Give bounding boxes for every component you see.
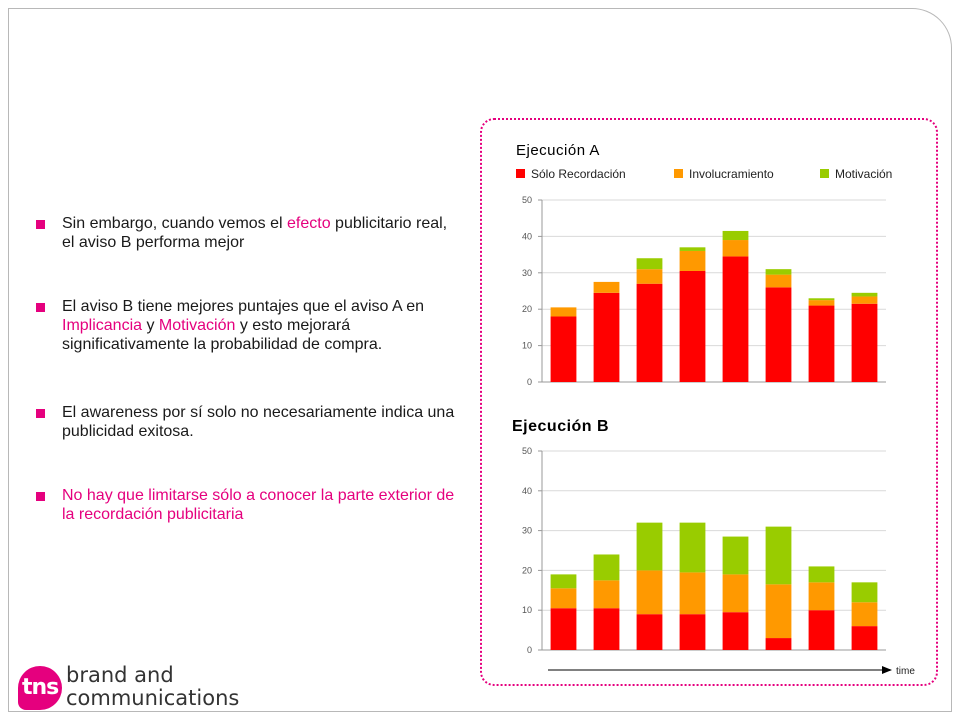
chart-a-bar-involucramiento — [808, 300, 835, 306]
charts-panel: Ejecución A 0 10 20 30 40 50 Sólo Recordación In… — [480, 118, 938, 686]
chart-a-bar-motivacion — [636, 258, 663, 270]
chart-a-bar-involucramiento — [550, 307, 577, 317]
text-run: publicitario real, el aviso B performa m… — [62, 215, 448, 251]
chart-a-bar-involucramiento — [679, 250, 706, 271]
chart-a-bar-recordacion — [808, 305, 835, 382]
chart-b-bar-involucramiento — [679, 572, 706, 615]
chart-b-title: Ejecución B — [512, 418, 609, 435]
bullet-item: El aviso B tiene mejores puntajes que el… — [36, 297, 456, 354]
chart-b-bar-recordacion — [636, 614, 663, 650]
chart-a-bar-recordacion — [722, 256, 749, 382]
chart-a-bar-motivacion — [765, 269, 792, 275]
text-run: Sin embargo, cuando vemos el — [62, 215, 288, 232]
time-label: time — [896, 666, 915, 677]
chart-b-bar-involucramiento — [550, 588, 577, 609]
chart-b-bar-involucramiento — [808, 582, 835, 611]
bullet-square-icon — [36, 220, 45, 229]
bullet-text: El aviso B tiene mejores puntajes que el… — [62, 298, 424, 353]
chart-a-title: Ejecución A — [516, 142, 600, 159]
chart-a-bar-motivacion — [851, 292, 878, 297]
chart-b-bar-recordacion — [765, 638, 792, 650]
chart-b-bar-recordacion — [593, 608, 620, 650]
chart-a-y-tick-label: 20 — [522, 304, 532, 314]
chart-a-bar-recordacion — [636, 283, 663, 382]
bullet-text: Sin embargo, cuando vemos el efecto publ… — [62, 215, 447, 251]
chart-b-y-tick-label: 50 — [522, 446, 532, 456]
chart-b-bar-motivacion — [722, 536, 749, 575]
logo-line-2: communications — [66, 686, 240, 710]
text-run: No hay que limitarse sólo a conocer la p… — [62, 487, 455, 523]
chart-b-y-tick-label: 10 — [522, 605, 532, 615]
chart-b-bar-recordacion — [722, 612, 749, 650]
bullet-text: El awareness por sí solo no necesariamen… — [62, 404, 454, 440]
chart-a-bar-motivacion — [722, 230, 749, 241]
chart-a-bar-recordacion — [593, 292, 620, 382]
highlight-text: efecto — [287, 215, 331, 232]
chart-b-bar-motivacion — [808, 566, 835, 583]
chart-a-legend-label: Involucramiento — [689, 167, 774, 181]
chart-a-bar-motivacion — [679, 247, 706, 251]
chart-b-y-tick-label: 20 — [522, 565, 532, 575]
chart-a-legend-swatch — [674, 169, 683, 178]
chart-b-bar-recordacion — [679, 614, 706, 650]
chart-b-bar-recordacion — [550, 608, 577, 650]
chart-a-y-tick-label: 0 — [527, 377, 532, 387]
chart-a-legend-label: Motivación — [835, 167, 892, 181]
time-arrow-head-icon — [882, 666, 892, 674]
text-run: El awareness por sí solo no necesariamen… — [62, 404, 455, 440]
tns-logo-text: brand and communications — [66, 664, 239, 710]
chart-b-bar-recordacion — [851, 626, 878, 650]
chart-a-bar-involucramiento — [722, 240, 749, 257]
chart-b-bar-involucramiento — [765, 584, 792, 639]
bullet-item: No hay que limitarse sólo a conocer la p… — [36, 486, 456, 524]
chart-b-bar-recordacion — [808, 610, 835, 650]
chart-a-bar-involucramiento — [765, 274, 792, 288]
chart-b-bar-motivacion — [636, 522, 663, 571]
chart-a-bar-recordacion — [679, 270, 706, 382]
slide-frame — [8, 8, 952, 712]
chart-a-legend-label: Sólo Recordación — [531, 167, 626, 181]
chart-b-y-tick-label: 0 — [527, 645, 532, 655]
bullet-item: El awareness por sí solo no necesariamen… — [36, 403, 456, 441]
chart-a-bar-recordacion — [851, 303, 878, 382]
chart-b-bar-motivacion — [679, 522, 706, 573]
chart-a-y-tick-label: 10 — [522, 341, 532, 351]
bullet-text: No hay que limitarse sólo a conocer la p… — [62, 487, 454, 523]
chart-a-y-tick-label: 30 — [522, 268, 532, 278]
chart-a-bar-recordacion — [765, 287, 792, 382]
chart-b-bar-motivacion — [851, 582, 878, 603]
chart-a-bar-involucramiento — [593, 281, 620, 293]
chart-b-bar-involucramiento — [636, 570, 663, 615]
chart-a-bar-motivacion — [808, 298, 835, 301]
chart-b-y-tick-label: 30 — [522, 526, 532, 536]
chart-b-bar-involucramiento — [593, 580, 620, 609]
chart-b-bar-motivacion — [550, 574, 577, 589]
bullet-square-icon — [36, 492, 45, 501]
bullet-square-icon — [36, 303, 45, 312]
bullet-item: Sin embargo, cuando vemos el efecto publ… — [36, 214, 456, 252]
tns-logo: tns brand and communications — [18, 664, 239, 714]
charts-svg: Ejecución A 0 10 20 30 40 50 Sólo Recordación In… — [512, 142, 915, 677]
chart-b-y-tick-label: 40 — [522, 486, 532, 496]
logo-line-1: brand and — [66, 663, 174, 687]
chart-a-bar-recordacion — [550, 316, 577, 382]
tns-logo-mark-text: tns — [22, 675, 59, 700]
chart-a-y-tick-label: 40 — [522, 231, 532, 241]
chart-a-y-tick-label: 50 — [522, 195, 532, 205]
chart-a-bar-involucramiento — [636, 269, 663, 284]
bullet-square-icon — [36, 409, 45, 418]
tns-logo-mark: tns — [18, 666, 62, 710]
chart-b-bar-involucramiento — [722, 574, 749, 613]
chart-b-bar-motivacion — [765, 526, 792, 585]
chart-b-bar-motivacion — [593, 554, 620, 581]
chart-b-bar-involucramiento — [851, 602, 878, 627]
text-run: El aviso B tiene mejores puntajes que el… — [62, 298, 424, 315]
chart-a-legend-swatch — [820, 169, 829, 178]
highlight-text: Motivación — [158, 317, 236, 334]
text-run: y — [142, 317, 159, 334]
text-run: y esto mejorará significativamente la pr… — [62, 317, 383, 353]
chart-a-bar-involucramiento — [851, 296, 878, 304]
highlight-text: Implicancia — [62, 317, 143, 334]
chart-a-legend-swatch — [516, 169, 525, 178]
